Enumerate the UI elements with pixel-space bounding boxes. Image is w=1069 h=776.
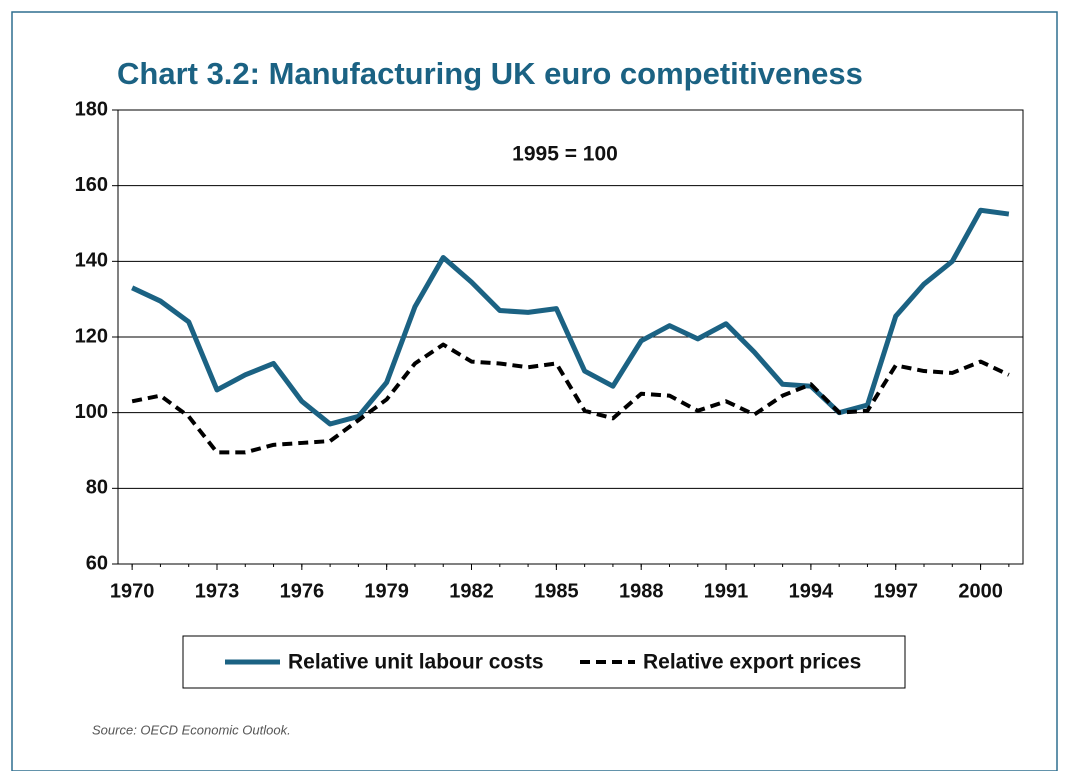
- x-tick-label: 1991: [704, 580, 749, 602]
- y-tick-label: 80: [86, 477, 108, 499]
- x-tick-label: 1970: [110, 580, 155, 602]
- x-tick-label: 1973: [195, 580, 240, 602]
- legend-box: [182, 635, 906, 689]
- series-line: [131, 342, 1010, 455]
- legend-label: Relative export prices: [643, 651, 861, 674]
- x-tick-label: 1997: [873, 580, 918, 602]
- legend-label: Relative unit labour costs: [288, 651, 544, 674]
- x-tick-label: 1976: [280, 580, 325, 602]
- x-tick-label: 1988: [619, 580, 664, 602]
- x-tick-label: 1985: [534, 580, 579, 602]
- y-tick-label: 160: [75, 174, 108, 196]
- x-tick-label: 2000: [958, 580, 1003, 602]
- y-tick-label: 180: [75, 98, 108, 120]
- source: Source: OECD Economic Outlook.: [92, 722, 291, 737]
- chart-title: Chart 3.2: Manufacturing UK euro competi…: [117, 56, 863, 91]
- y-tick-label: 120: [75, 325, 108, 347]
- annotation: 1995 = 100: [512, 143, 618, 166]
- x-tick-label: 1994: [789, 580, 834, 602]
- y-tick-label: 140: [75, 250, 108, 272]
- x-tick-label: 1982: [449, 580, 494, 602]
- series-line: [131, 207, 1010, 427]
- y-tick-label: 60: [86, 552, 108, 574]
- y-tick-label: 100: [75, 401, 108, 423]
- x-tick-label: 1979: [364, 580, 409, 602]
